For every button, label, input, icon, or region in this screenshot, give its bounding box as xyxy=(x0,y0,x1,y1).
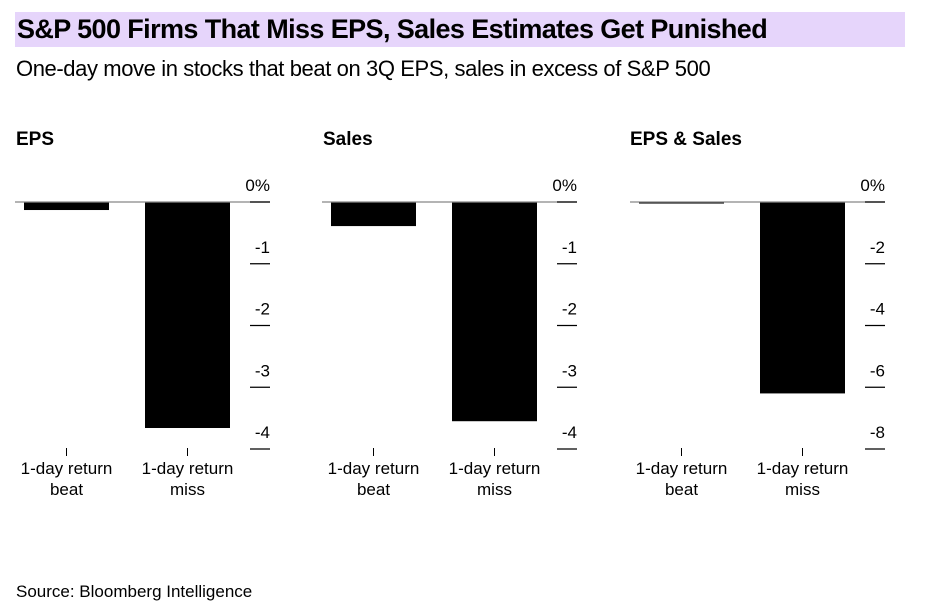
chart-subtitle: One-day move in stocks that beat on 3Q E… xyxy=(16,56,711,81)
x-category-label: miss xyxy=(477,480,512,499)
y-tick-label: -4 xyxy=(255,423,270,442)
y-tick-label: -8 xyxy=(870,423,885,442)
y-tick-label: -2 xyxy=(562,300,577,319)
x-category-label: miss xyxy=(170,480,205,499)
x-category-label: 1-day return xyxy=(328,459,420,478)
bar-eps-and-sales-miss xyxy=(760,202,845,394)
x-category-label: 1-day return xyxy=(142,459,234,478)
x-category-label: miss xyxy=(785,480,820,499)
y-tick-label: -3 xyxy=(562,361,577,380)
x-category-label: beat xyxy=(50,480,83,499)
x-category-label: 1-day return xyxy=(449,459,541,478)
x-category-label: 1-day return xyxy=(636,459,728,478)
panel-title-eps: EPS xyxy=(16,129,55,150)
bar-eps-beat xyxy=(24,202,109,211)
x-category-label: 1-day return xyxy=(757,459,849,478)
y-tick-label: -2 xyxy=(255,300,270,319)
y-tick-label: -3 xyxy=(255,361,270,380)
y-tick-label: -1 xyxy=(562,238,577,257)
y-tick-label: -6 xyxy=(870,361,885,380)
title-highlight: S&P 500 Firms That Miss EPS, Sales Estim… xyxy=(15,12,905,47)
y-tick-label: -2 xyxy=(870,238,885,257)
y-tick-label: -4 xyxy=(562,423,577,442)
bar-chart-eps-and-sales: 0% -2 -4 -6 -8 1-day return beat 1-day return mi… xyxy=(630,176,885,499)
bar-sales-miss xyxy=(452,202,537,422)
panel-sales: Sales 0% -1 -2 -3 -4 1-day return beat 1-day re… xyxy=(322,120,622,520)
bar-eps-and-sales-beat xyxy=(639,202,724,204)
x-category-label: beat xyxy=(665,480,698,499)
source-note: Source: Bloomberg Intelligence xyxy=(16,582,253,601)
y-tick-label: -1 xyxy=(255,238,270,257)
panel-title-eps-and-sales: EPS & Sales xyxy=(630,129,742,150)
x-category-label: 1-day return xyxy=(21,459,113,478)
chart-title: S&P 500 Firms That Miss EPS, Sales Estim… xyxy=(17,14,768,44)
panel-eps: EPS 0% -1 -2 -3 -4 1-day return beat 1-day retu… xyxy=(15,120,315,520)
y-tick-label: 0% xyxy=(245,176,270,195)
panel-title-sales: Sales xyxy=(323,129,373,150)
x-category-label: beat xyxy=(357,480,390,499)
y-tick-label: 0% xyxy=(552,176,577,195)
y-tick-label: 0% xyxy=(860,176,885,195)
bar-sales-beat xyxy=(331,202,416,227)
panel-eps-and-sales: EPS & Sales 0% -2 -4 -6 -8 1-day return beat 1-… xyxy=(630,120,926,520)
bar-chart-sales: 0% -1 -2 -3 -4 1-day return beat 1-day return mi… xyxy=(322,176,577,499)
bar-eps-miss xyxy=(145,202,230,429)
y-tick-label: -4 xyxy=(870,300,885,319)
bar-chart-eps: 0% -1 -2 -3 -4 1-day return beat 1-day return mi… xyxy=(15,176,270,499)
